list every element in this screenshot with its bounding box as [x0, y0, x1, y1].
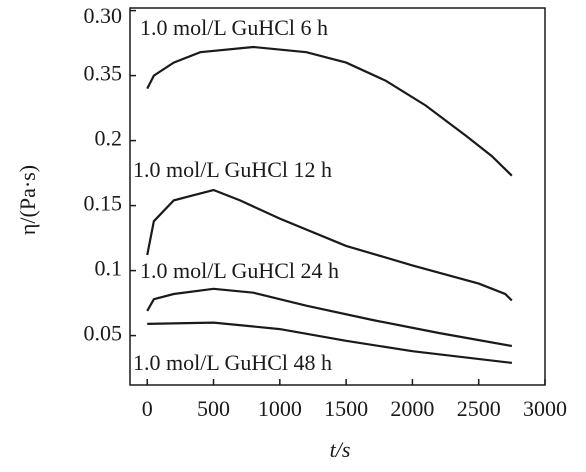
- x-tick-label: 3000: [523, 396, 567, 421]
- x-tick-label: 2500: [457, 396, 501, 421]
- line: [146, 287, 513, 348]
- plot-frame: [129, 7, 546, 386]
- x-axis-label: t/s: [330, 437, 351, 462]
- y-tick-label: 0.30: [84, 3, 123, 28]
- line: [147, 321, 512, 364]
- y-tick-label: 0.1: [95, 256, 123, 281]
- x-tick-label: 2000: [390, 396, 434, 421]
- x-tick-label: 1000: [258, 396, 302, 421]
- annotation: 1.0 mol/L GuHCl 24 h: [140, 258, 339, 283]
- x-tick-label: 0: [142, 396, 153, 421]
- y-tick-label: 0.15: [84, 191, 123, 216]
- y-tick-label: 0.2: [95, 126, 123, 151]
- annotation: 1.0 mol/L GuHCl 6 h: [140, 15, 328, 40]
- y-tick-label: 0.35: [84, 61, 123, 86]
- line: [146, 188, 513, 302]
- y-axis-label: η/(Pa·s): [15, 165, 40, 235]
- annotation: 1.0 mol/L GuHCl 48 h: [133, 350, 332, 375]
- line: [146, 45, 513, 177]
- annotation: 1.0 mol/L GuHCl 12 h: [133, 157, 332, 182]
- x-tick-label: 500: [197, 396, 230, 421]
- x-tick-label: 1500: [324, 396, 368, 421]
- y-tick-label: 0.05: [84, 321, 123, 346]
